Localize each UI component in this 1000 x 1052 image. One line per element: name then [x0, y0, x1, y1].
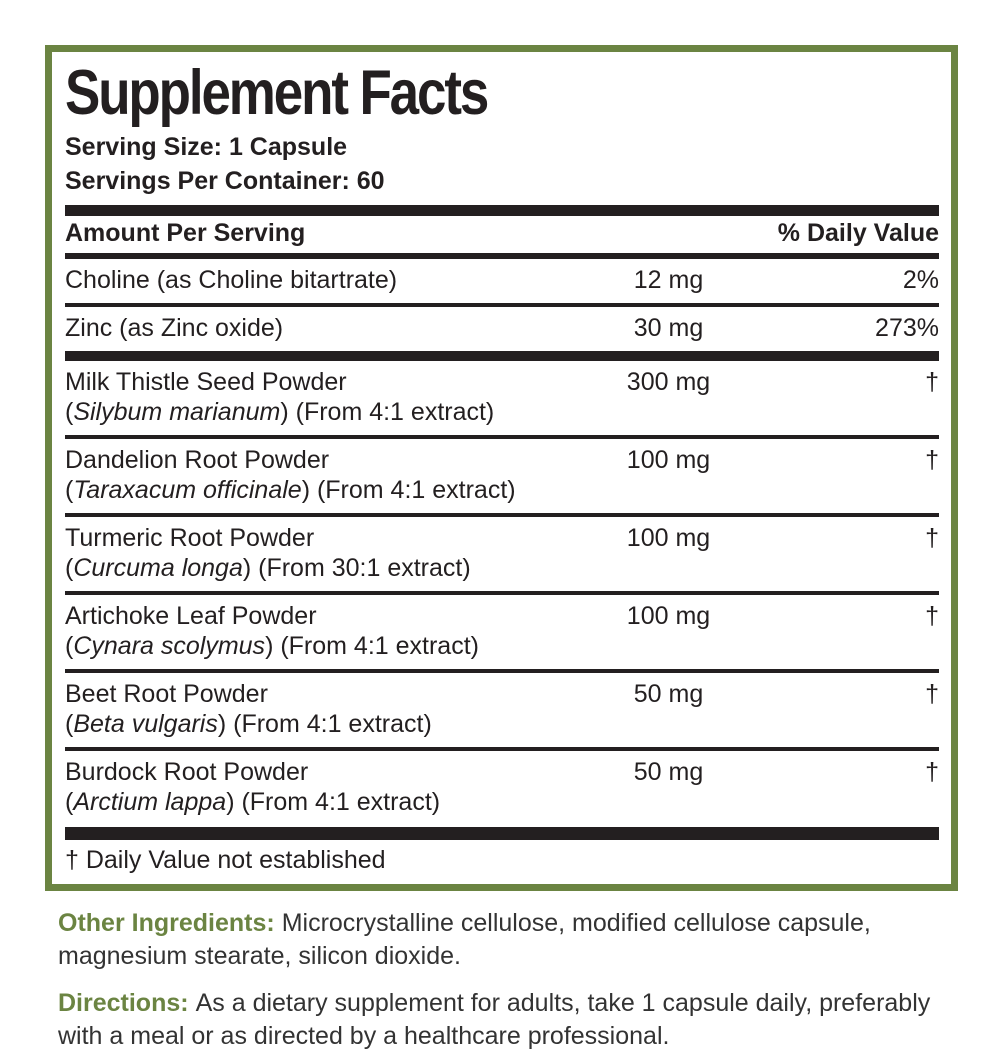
botanical-name: Curcuma longa: [73, 553, 243, 582]
ingredient-daily-value: 2%: [902, 265, 939, 294]
ingredient-amount: 30 mg: [633, 313, 704, 342]
ingredient-amount: 100 mg: [626, 601, 711, 630]
row-separator: [65, 746, 939, 751]
botanical-name-line: (Taraxacum officinale) (From 4:1 extract…: [65, 475, 566, 505]
ingredient-daily-value: †: [925, 679, 939, 708]
ingredient-daily-value: †: [925, 757, 939, 786]
ingredient-name: Dandelion Root Powder (Taraxacum officin…: [65, 445, 566, 505]
servings-per-container: Servings Per Container: 60: [65, 166, 385, 195]
ingredient-amount: 100 mg: [626, 523, 711, 552]
extract-note: ) (From 4:1 extract): [265, 631, 479, 660]
ingredient-amount: 300 mg: [626, 367, 711, 396]
supplement-facts-panel: Supplement Facts Serving Size: 1 Capsule…: [45, 45, 958, 892]
panel-title: Supplement Facts: [65, 58, 489, 128]
botanical-name: Silybum marianum: [73, 397, 281, 426]
ingredient-name-line1: Dandelion Root Powder: [65, 445, 330, 474]
percent-daily-value-label: % Daily Value: [777, 219, 939, 247]
extract-note: ) (From 30:1 extract): [242, 553, 471, 582]
divider-thick-bottom: [65, 826, 939, 840]
paren-open: (: [65, 475, 74, 504]
daily-value-footnote: † Daily Value not established: [65, 845, 386, 874]
directions-paragraph: Directions: As a dietary supplement for a…: [58, 987, 963, 1052]
row-separator: [65, 302, 939, 307]
extract-note: ) (From 4:1 extract): [301, 475, 516, 504]
paren-open: (: [65, 631, 74, 660]
table-row-choline: Choline (as Choline bitartrate) 12 mg 2%: [65, 259, 939, 303]
ingredient-amount: 50 mg: [633, 679, 704, 708]
directions-label: Directions:: [58, 989, 189, 1018]
paren-open: (: [65, 787, 74, 816]
other-ingredients-label: Other Ingredients:: [58, 909, 275, 938]
ingredient-daily-value: †: [925, 523, 939, 552]
table-row-dandelion: Dandelion Root Powder (Taraxacum officin…: [65, 439, 939, 513]
ingredient-name-line1: Turmeric Root Powder: [65, 523, 315, 552]
extract-note: ) (From 4:1 extract): [226, 787, 441, 816]
ingredient-amount: 50 mg: [633, 757, 704, 786]
divider-thick-group: [65, 350, 939, 361]
ingredient-name: Artichoke Leaf Powder (Cynara scolymus) …: [65, 601, 566, 661]
amount-per-serving-label: Amount Per Serving: [65, 219, 306, 247]
botanical-name: Taraxacum officinale: [73, 475, 302, 504]
below-panel-text: Other Ingredients: Microcrystalline cellu…: [58, 907, 963, 1052]
label-page: Supplement Facts Serving Size: 1 Capsule…: [45, 45, 958, 1050]
row-separator: [65, 590, 939, 595]
botanical-name-line: (Cynara scolymus) (From 4:1 extract): [65, 631, 566, 661]
row-separator: [65, 668, 939, 673]
divider-under-header: [65, 252, 939, 259]
ingredient-name-line1: Burdock Root Powder: [65, 757, 309, 786]
botanical-name-line: (Arctium lappa) (From 4:1 extract): [65, 787, 566, 817]
ingredient-name: Beet Root Powder (Beta vulgaris) (From 4…: [65, 679, 566, 739]
extract-note: ) (From 4:1 extract): [280, 397, 495, 426]
paren-open: (: [65, 709, 74, 738]
botanical-name: Cynara scolymus: [73, 631, 266, 660]
table-row-artichoke: Artichoke Leaf Powder (Cynara scolymus) …: [65, 595, 939, 669]
table-row-burdock: Burdock Root Powder (Arctium lappa) (Fro…: [65, 751, 939, 825]
extract-note: ) (From 4:1 extract): [217, 709, 432, 738]
table-row-milk-thistle: Milk Thistle Seed Powder (Silybum marian…: [65, 361, 939, 435]
paren-open: (: [65, 553, 74, 582]
ingredient-name: Burdock Root Powder (Arctium lappa) (Fro…: [65, 757, 566, 817]
ingredient-name-line1: Beet Root Powder: [65, 679, 268, 708]
other-ingredients-paragraph: Other Ingredients: Microcrystalline cellu…: [58, 907, 963, 972]
table-row-turmeric: Turmeric Root Powder (Curcuma longa) (Fr…: [65, 517, 939, 591]
botanical-name-line: (Beta vulgaris) (From 4:1 extract): [65, 709, 566, 739]
ingredient-daily-value: 273%: [875, 313, 939, 342]
ingredient-amount: 100 mg: [626, 445, 711, 474]
ingredient-name: Turmeric Root Powder (Curcuma longa) (Fr…: [65, 523, 566, 583]
paren-open: (: [65, 397, 74, 426]
ingredient-daily-value: †: [925, 445, 939, 474]
row-separator: [65, 512, 939, 517]
ingredient-name: Choline (as Choline bitartrate): [65, 265, 398, 294]
ingredient-amount: 12 mg: [633, 265, 704, 294]
botanical-name-line: (Curcuma longa) (From 30:1 extract): [65, 553, 566, 583]
botanical-name-line: (Silybum marianum) (From 4:1 extract): [65, 397, 566, 427]
botanical-name: Arctium lappa: [73, 787, 227, 816]
table-header-row: Amount Per Serving % Daily Value: [65, 216, 939, 253]
divider-thick-top: [65, 205, 939, 216]
ingredient-daily-value: †: [925, 601, 939, 630]
ingredient-name: Milk Thistle Seed Powder (Silybum marian…: [65, 367, 566, 427]
table-row-beet: Beet Root Powder (Beta vulgaris) (From 4…: [65, 673, 939, 747]
ingredient-name-line1: Artichoke Leaf Powder: [65, 601, 317, 630]
ingredient-name: Zinc (as Zinc oxide): [65, 313, 284, 342]
other-ingredients-text: Microcrystalline cellulose, modified cel…: [58, 909, 871, 970]
botanical-name: Beta vulgaris: [73, 709, 218, 738]
ingredient-daily-value: †: [925, 367, 939, 396]
serving-size: Serving Size: 1 Capsule: [65, 133, 348, 161]
ingredient-name-line1: Milk Thistle Seed Powder: [65, 367, 347, 396]
row-separator: [65, 434, 939, 439]
table-row-zinc: Zinc (as Zinc oxide) 30 mg 273%: [65, 307, 939, 351]
